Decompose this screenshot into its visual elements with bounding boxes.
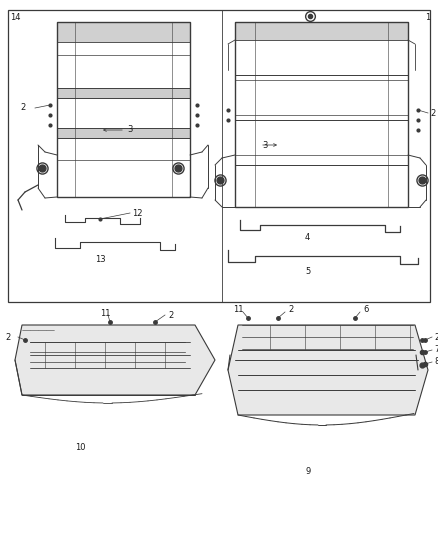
Text: 5: 5 — [305, 268, 310, 277]
Text: 2: 2 — [430, 109, 435, 117]
Text: 11: 11 — [233, 305, 244, 314]
Text: 3: 3 — [262, 141, 267, 149]
Polygon shape — [15, 325, 215, 395]
Text: 2: 2 — [168, 311, 173, 319]
Text: 8: 8 — [434, 358, 438, 367]
Bar — [8, 10, 430, 302]
Polygon shape — [235, 22, 408, 40]
Polygon shape — [57, 128, 190, 138]
Bar — [57, 22, 190, 197]
Text: 9: 9 — [305, 467, 310, 477]
Text: 14: 14 — [10, 12, 21, 21]
Text: 7: 7 — [434, 345, 438, 354]
Polygon shape — [228, 325, 428, 415]
Text: 2: 2 — [20, 103, 25, 112]
Text: 12: 12 — [132, 208, 142, 217]
Text: 2: 2 — [5, 333, 10, 342]
Text: 1: 1 — [425, 12, 430, 21]
Text: 3: 3 — [127, 125, 132, 134]
Text: 4: 4 — [305, 233, 310, 243]
Text: 2: 2 — [288, 305, 293, 314]
Text: 2: 2 — [434, 333, 438, 342]
Polygon shape — [57, 22, 190, 42]
Text: 10: 10 — [75, 443, 85, 453]
Polygon shape — [57, 88, 190, 98]
Text: 11: 11 — [100, 309, 110, 318]
Bar — [235, 22, 408, 207]
Text: 6: 6 — [363, 305, 368, 314]
Text: 13: 13 — [95, 255, 106, 264]
